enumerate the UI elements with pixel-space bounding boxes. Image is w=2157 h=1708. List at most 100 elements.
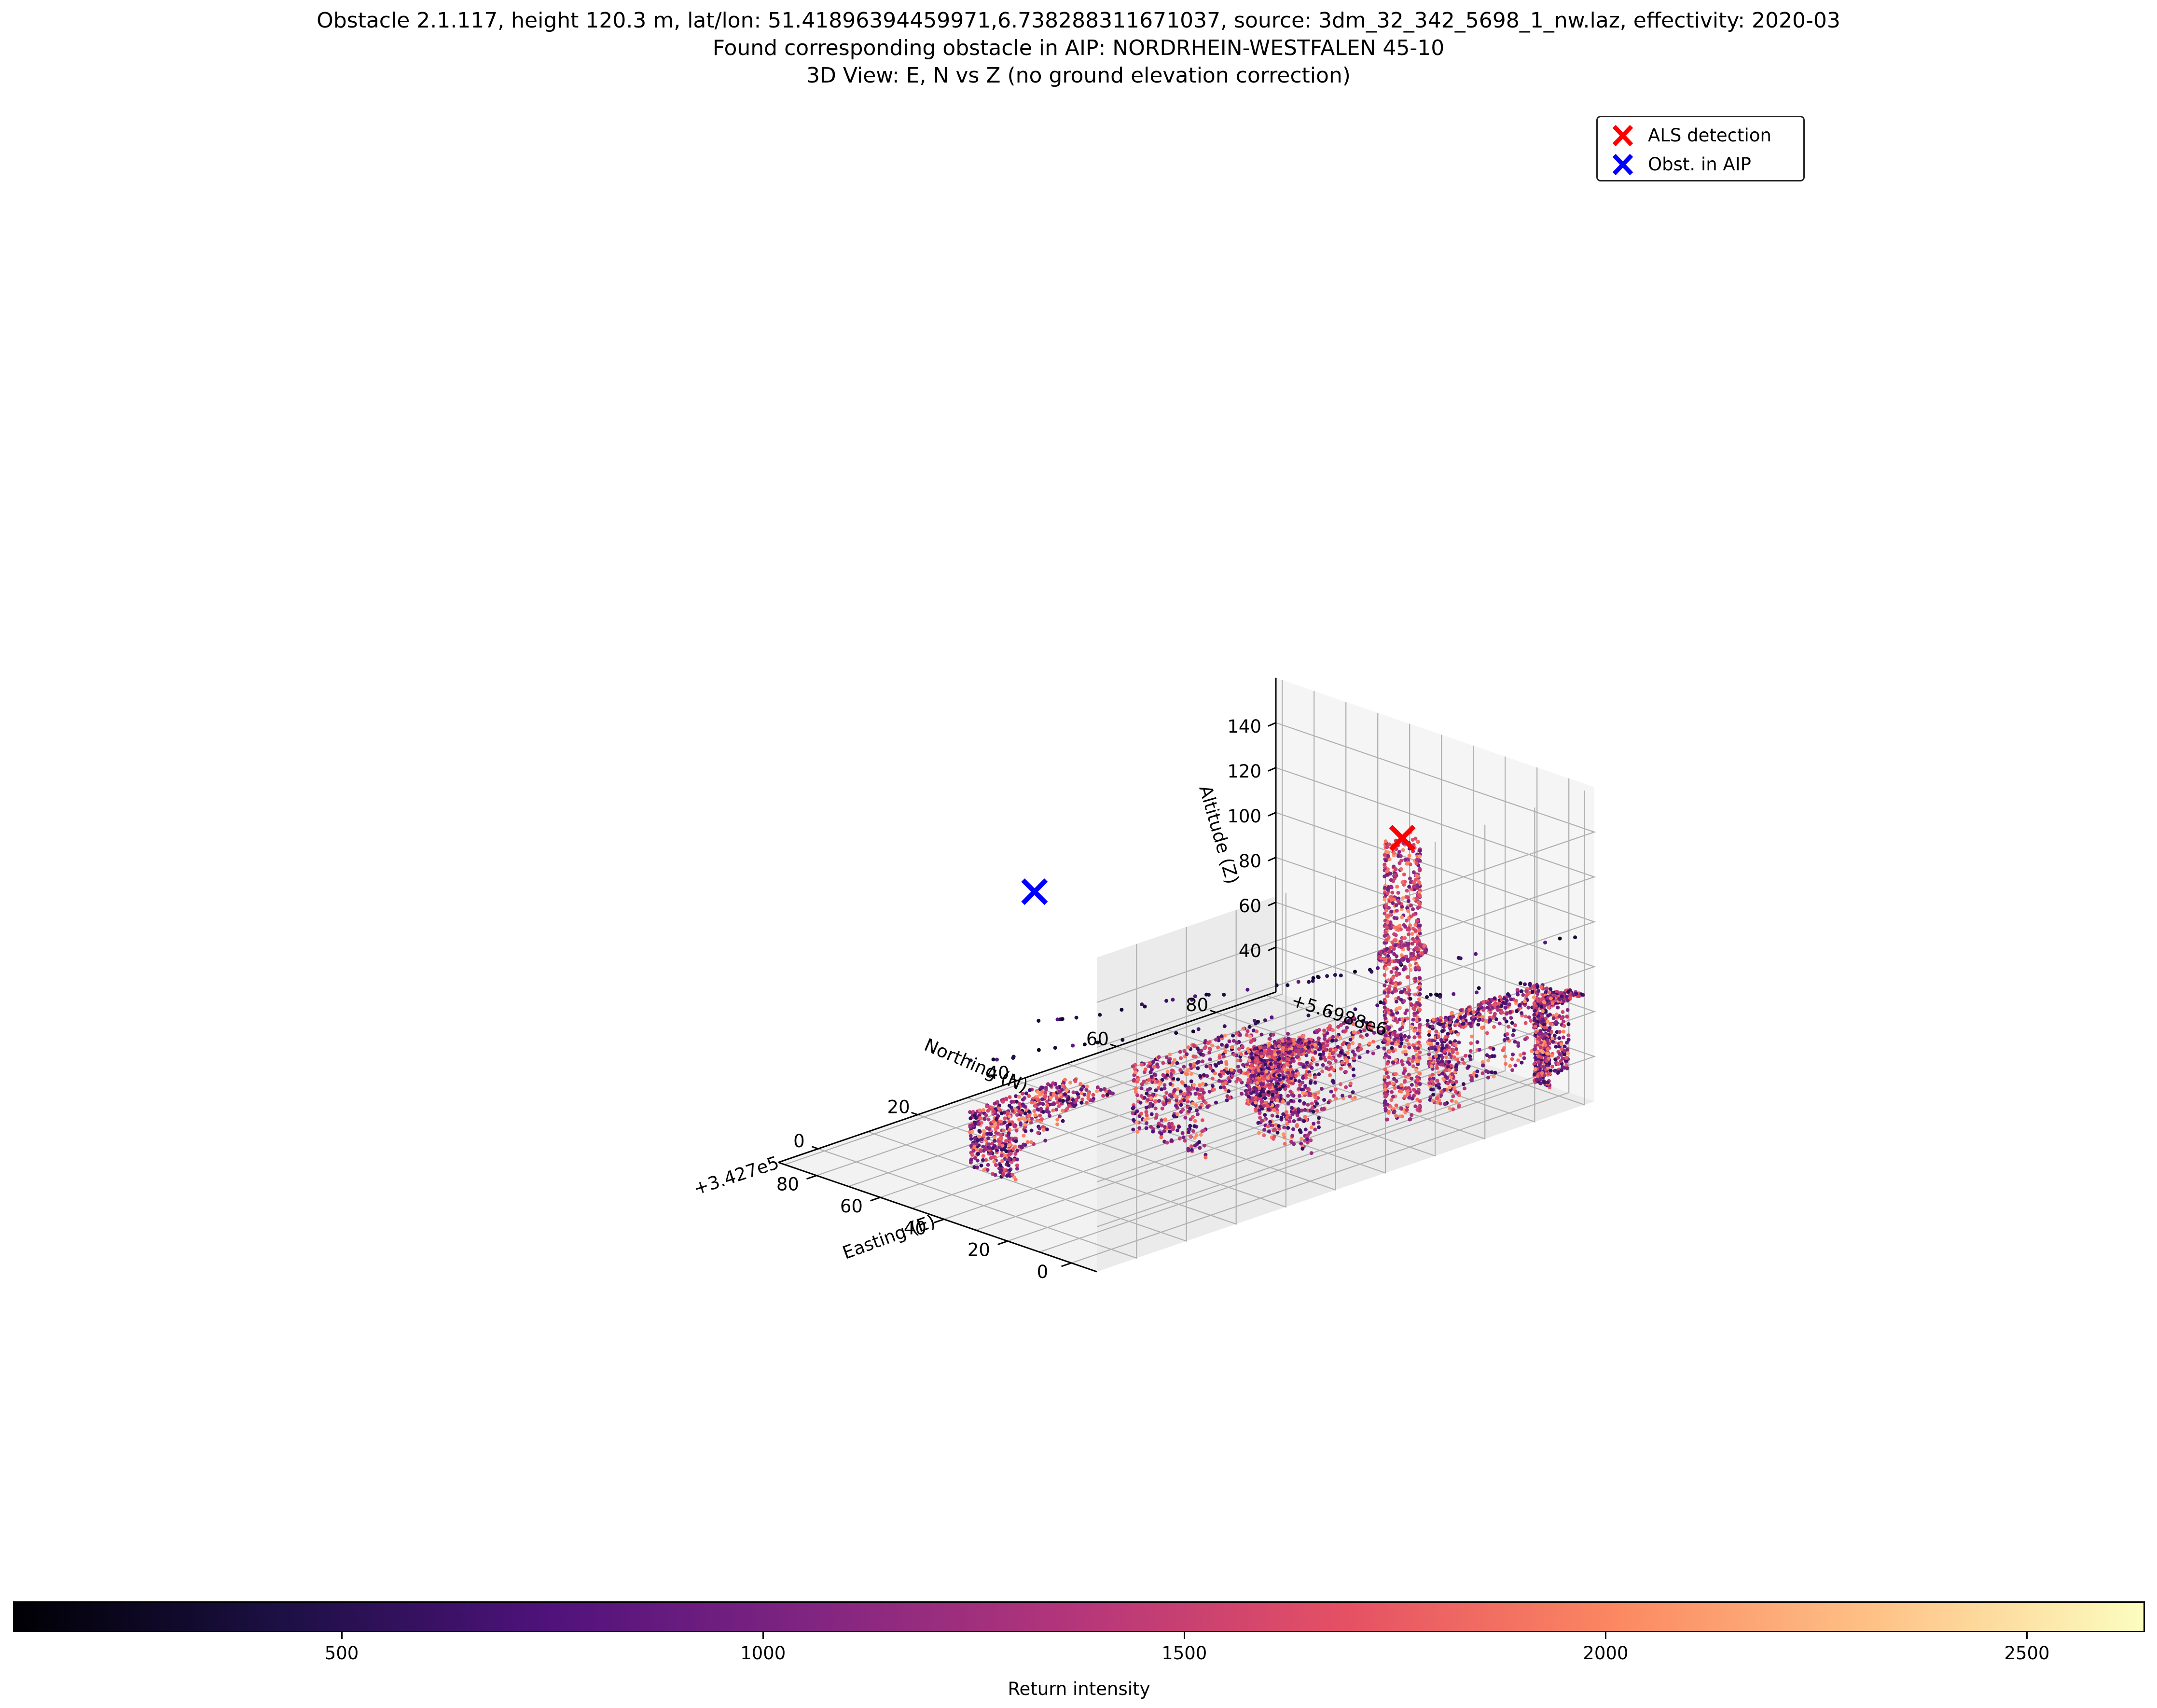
cloud-point [1142,1079,1146,1083]
cloud-point [1307,1040,1312,1044]
cloud-point [1548,1013,1552,1017]
cloud-point [1455,1057,1459,1062]
cloud-point [992,1160,996,1164]
cloud-point [1192,1044,1197,1048]
cloud-point [1198,1074,1203,1078]
cloud-point [1040,1085,1044,1090]
cloud-point [1411,870,1416,875]
cloud-point [1386,954,1390,958]
cloud-point [1344,1085,1348,1089]
cloud-point [1566,1038,1571,1042]
cloud-point [1014,1128,1019,1133]
cloud-point [1187,1109,1191,1113]
cloud-point [1402,966,1407,971]
cloud-point [1162,1086,1167,1091]
point-cloud [968,830,1585,1182]
cloud-point [1055,1017,1060,1022]
cloud-point [1328,1047,1332,1052]
cloud-point [1055,1085,1059,1090]
cloud-point [1418,1050,1422,1055]
cloud-point [969,1137,973,1141]
cloud-point [1508,1010,1512,1014]
cloud-point [1316,974,1320,979]
cloud-point [1298,1037,1302,1041]
cloud-point [1345,1026,1349,1030]
cloud-point [1442,1087,1447,1092]
cloud-point [1418,976,1422,981]
cloud-point [1189,1079,1193,1083]
cloud-point [971,1149,976,1153]
cloud-point [1454,1090,1458,1094]
cloud-point [1298,1128,1302,1132]
cloud-point [1178,1068,1183,1072]
cloud-point [1399,867,1403,871]
cloud-point [1345,1051,1350,1055]
cloud-point [1343,1053,1347,1057]
easting-axis-line [778,1162,1097,1273]
cloud-point [979,1164,983,1168]
cloud-point [1502,1016,1507,1021]
cloud-point [1277,1056,1282,1061]
cloud-point [1274,1041,1278,1046]
cloud-point [1417,1028,1422,1032]
cloud-point [992,1125,996,1129]
cloud-point [1384,925,1389,930]
cloud-point [1328,1061,1332,1065]
cloud-point [1430,1046,1435,1050]
cloud-point [1204,1064,1209,1069]
cloud-point [1177,1125,1181,1129]
cloud-point [1015,1113,1019,1117]
cloud-point [1310,1106,1314,1110]
cloud-point [997,1142,1002,1147]
cloud-point [1293,1078,1297,1083]
cloud-point [1564,1056,1569,1060]
cloud-point [1540,1014,1544,1018]
cloud-point [1015,1163,1019,1167]
cloud-point [1045,1127,1049,1132]
cloud-point [1492,1025,1496,1029]
cloud-point [1131,1111,1135,1115]
cloud-point [1152,1065,1157,1069]
cloud-point [1132,1079,1136,1083]
cloud-point [1013,1178,1018,1182]
cloud-point [1385,869,1389,874]
colorbar-tick [341,1632,343,1639]
cloud-point [1437,1085,1441,1090]
cloud-point [1377,1029,1382,1034]
cloud-point [1151,1129,1155,1134]
cloud-point [1254,1109,1258,1112]
cloud-point [1454,1080,1458,1084]
cloud-point [1518,981,1522,986]
cloud-point [1263,1018,1267,1023]
cloud-point [1262,1133,1266,1138]
cloud-point [1325,1043,1329,1047]
cloud-point [1383,990,1387,995]
cloud-point [968,1116,973,1121]
cloud-point [1440,1046,1444,1050]
cloud-point [1435,1096,1439,1100]
cloud-point [1203,1153,1208,1157]
cloud-point [1176,1077,1180,1082]
cloud-point [1146,1098,1150,1102]
cloud-point [972,1145,977,1149]
cloud-point [1488,1007,1492,1012]
cloud-point [1384,908,1388,913]
cloud-point [1245,1029,1250,1033]
cloud-point [1224,1062,1229,1066]
cloud-point [1272,1089,1277,1094]
cloud-point [1562,1024,1566,1028]
cloud-point [1340,1060,1344,1065]
cloud-point [1063,1092,1067,1097]
cloud-point [1203,1143,1206,1148]
cloud-point [1538,1081,1543,1085]
cloud-point [1364,1025,1369,1029]
cloud-point [1561,1056,1565,1061]
cloud-point [1283,1067,1287,1071]
cloud-point [1428,992,1433,997]
cloud-point [994,1131,998,1135]
cloud-point [1328,1010,1332,1014]
cloud-point [1574,992,1578,996]
cloud-point [1430,1024,1435,1028]
cloud-point [1014,1139,1018,1143]
cloud-point [1235,1058,1240,1063]
